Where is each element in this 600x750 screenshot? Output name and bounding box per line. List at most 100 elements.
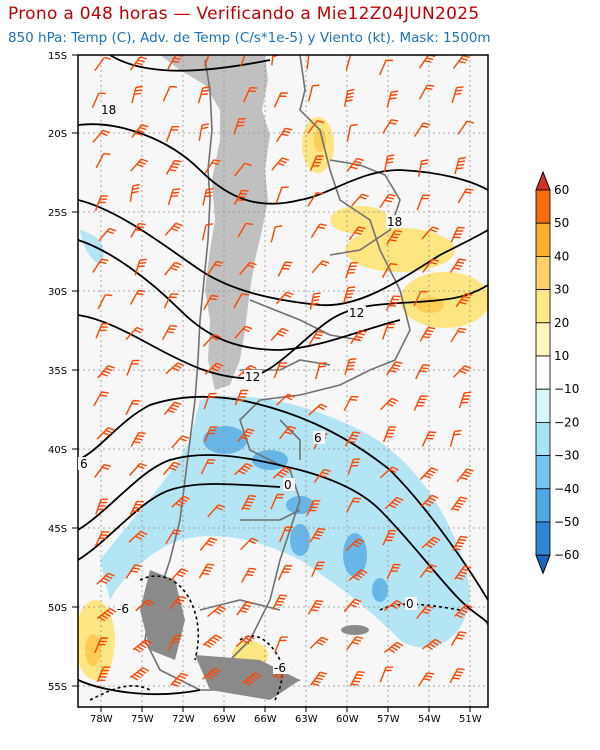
wind-barb [272,466,292,479]
wind-barb [270,327,289,341]
wind-barb [125,564,142,579]
wind-barb [234,325,253,339]
wind-barb [458,391,472,409]
topography-mask [160,55,270,390]
colorbar-swatch [535,289,551,324]
wind-barb [345,538,365,551]
wind-barb [94,56,112,72]
wind-barb [379,193,396,208]
lon-label: 78W [90,714,113,725]
wind-barb [198,123,210,142]
wind-barb [418,84,435,100]
wind-barb [235,635,255,648]
wind-barb [96,427,115,440]
contour-label: 12 [349,306,364,320]
wind-barb [419,467,439,480]
wind-barb [237,222,254,238]
wind-barb [382,426,397,443]
wind-barb [199,537,218,551]
colorbar-bottom-arrow [535,554,551,575]
colorbar-tick-label: 30 [554,283,569,297]
wind-barb [382,119,399,134]
wind-barb [454,157,466,175]
lat-ticks [72,54,78,687]
wind-barb [344,358,357,376]
colorbar-swatch [535,455,551,490]
wind-barb [307,120,325,134]
wind-barb [91,92,106,109]
colorbar-tick-label: −10 [554,382,579,396]
wind-barb [202,188,214,206]
lat-label: 25S [48,208,67,219]
wind-barb [207,260,224,276]
wind-barb [381,263,398,278]
wind-barb [419,326,436,342]
wind-barb [346,157,364,172]
contour-label: 6 [314,431,322,445]
wind-barb [129,56,147,71]
wind-barb [307,84,320,102]
wind-barb [344,431,361,447]
lon-label: 66W [254,714,277,725]
colorbar-tick-label: 40 [554,249,569,263]
wind-barb [415,364,431,380]
wind-barb [450,327,467,343]
wind-barb [416,605,434,620]
lon-label: 60W [336,714,359,725]
wind-barb [96,572,115,585]
wind-barb [240,55,252,67]
wind-barb [276,393,295,406]
wind-barb [276,127,293,143]
colorbar-swatch [535,488,551,523]
wind-barb [449,429,462,448]
wind-barb [92,129,110,144]
wind-barb [165,362,185,375]
wind-barb [94,531,110,547]
wind-barb [94,195,109,212]
wind-barb [167,188,181,206]
wind-barb [203,392,217,410]
wind-barb [306,500,321,516]
wind-barb [309,292,321,310]
wind-barb [345,262,358,279]
wind-barb [234,389,249,406]
wind-barb [422,258,440,273]
wind-barb [198,563,215,579]
wind-barb [421,638,442,651]
wind-barb [380,466,399,479]
wind-barb [241,567,257,583]
wind-barb [197,86,210,104]
wind-barb [161,324,178,340]
wind-barb [132,639,153,653]
wind-barb [95,498,109,515]
wind-barb [131,124,149,138]
wind-barb [234,462,253,476]
wind-barb [241,494,257,511]
contour-label: 18 [387,215,402,229]
wind-barb [311,561,326,578]
wind-barb [200,459,216,475]
wind-barb [343,395,359,412]
contour-label: 18 [101,103,116,117]
wind-barb [379,666,394,683]
wind-barb [125,399,141,416]
wind-barb [452,365,472,378]
wind-barb [315,362,327,380]
wind-barb [204,426,218,443]
wind-barb [201,223,214,241]
wind-barb [129,500,144,517]
wind-barb [162,85,177,102]
wind-barb [456,468,474,483]
colorbar-tick-label: −60 [554,548,579,562]
wind-barb [420,494,439,508]
wind-barb [384,496,404,510]
wind-barb [270,493,285,510]
wind-barb [343,286,356,304]
wind-barb [450,631,467,646]
wind-barb [309,527,326,543]
wind-barb [275,291,294,305]
lon-label: 57W [377,714,400,725]
wind-barb [270,225,283,243]
wind-barb [97,294,113,310]
wind-barb [169,595,187,610]
